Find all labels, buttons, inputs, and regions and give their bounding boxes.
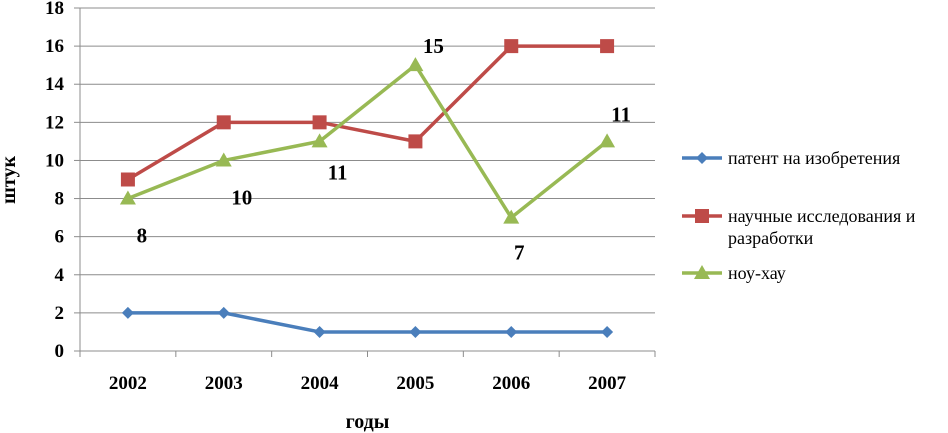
x-tick-label: 2007 (588, 373, 627, 394)
legend-item: патент на изобретения (682, 148, 900, 168)
legend-label: ноу-хау (728, 263, 786, 283)
data-point (311, 133, 328, 148)
y-tick-label: 12 (45, 112, 64, 133)
y-tick-label: 2 (55, 303, 65, 324)
data-point (505, 325, 518, 338)
y-tick-label: 18 (45, 0, 64, 19)
data-point (313, 325, 326, 338)
series-3 (119, 57, 616, 224)
data-point (409, 325, 422, 338)
data-point (217, 306, 230, 319)
data-point (601, 325, 614, 338)
data-point (504, 39, 519, 54)
data-point (407, 57, 424, 72)
y-tick-label: 6 (55, 227, 65, 248)
legend-label: разработки (728, 228, 814, 248)
y-tick-label: 10 (45, 150, 64, 171)
data-label: 11 (611, 102, 631, 126)
series-line (127, 63, 609, 220)
y-tick-label: 0 (55, 341, 65, 362)
x-tick-label: 2006 (492, 373, 530, 394)
data-labels: 8 10 11 15 7 11 (137, 34, 631, 264)
legend-label: патент на изобретения (728, 148, 900, 168)
series-line (127, 44, 608, 182)
legend-swatch-marker (694, 265, 710, 279)
legend-swatch-marker (695, 209, 709, 223)
data-point (408, 134, 423, 149)
legend-label: научные исследования и (728, 206, 916, 226)
series-2 (120, 39, 615, 187)
data-point (503, 209, 520, 224)
gridlines (80, 7, 655, 314)
y-tick-label: 14 (45, 74, 65, 95)
x-tick-label: 2004 (301, 373, 340, 394)
data-label: 7 (514, 241, 525, 265)
data-point (119, 190, 136, 205)
y-tick-label: 8 (55, 189, 65, 210)
data-point (120, 172, 135, 187)
series-line (127, 311, 608, 334)
y-tick-label: 16 (45, 36, 64, 57)
data-label: 8 (137, 224, 148, 248)
series-1 (121, 306, 614, 338)
series-group (119, 39, 616, 338)
axes (74, 7, 656, 357)
data-point (599, 133, 616, 148)
x-tick-label: 2002 (109, 373, 147, 394)
legend-swatch-marker (696, 152, 708, 164)
data-point (600, 39, 615, 54)
x-tick-label: 2005 (396, 373, 434, 394)
legend-item: ноу-хау (682, 263, 786, 283)
x-tick-label: 2003 (205, 373, 243, 394)
data-point (215, 152, 232, 167)
x-tick-labels: 2002 2003 2004 2005 2006 2007 (109, 373, 627, 394)
data-label: 10 (231, 185, 252, 209)
y-tick-label: 4 (55, 265, 65, 286)
legend: патент на изобретения научные исследовани… (682, 148, 916, 283)
data-label: 11 (328, 160, 348, 184)
data-point (121, 306, 134, 319)
y-tick-labels: 0 2 4 6 8 10 12 14 16 18 (45, 0, 65, 362)
data-label: 15 (423, 34, 444, 58)
data-point (216, 115, 231, 130)
data-point (312, 115, 327, 130)
x-axis-title: годы (346, 411, 390, 433)
y-axis-title: штук (0, 156, 20, 204)
